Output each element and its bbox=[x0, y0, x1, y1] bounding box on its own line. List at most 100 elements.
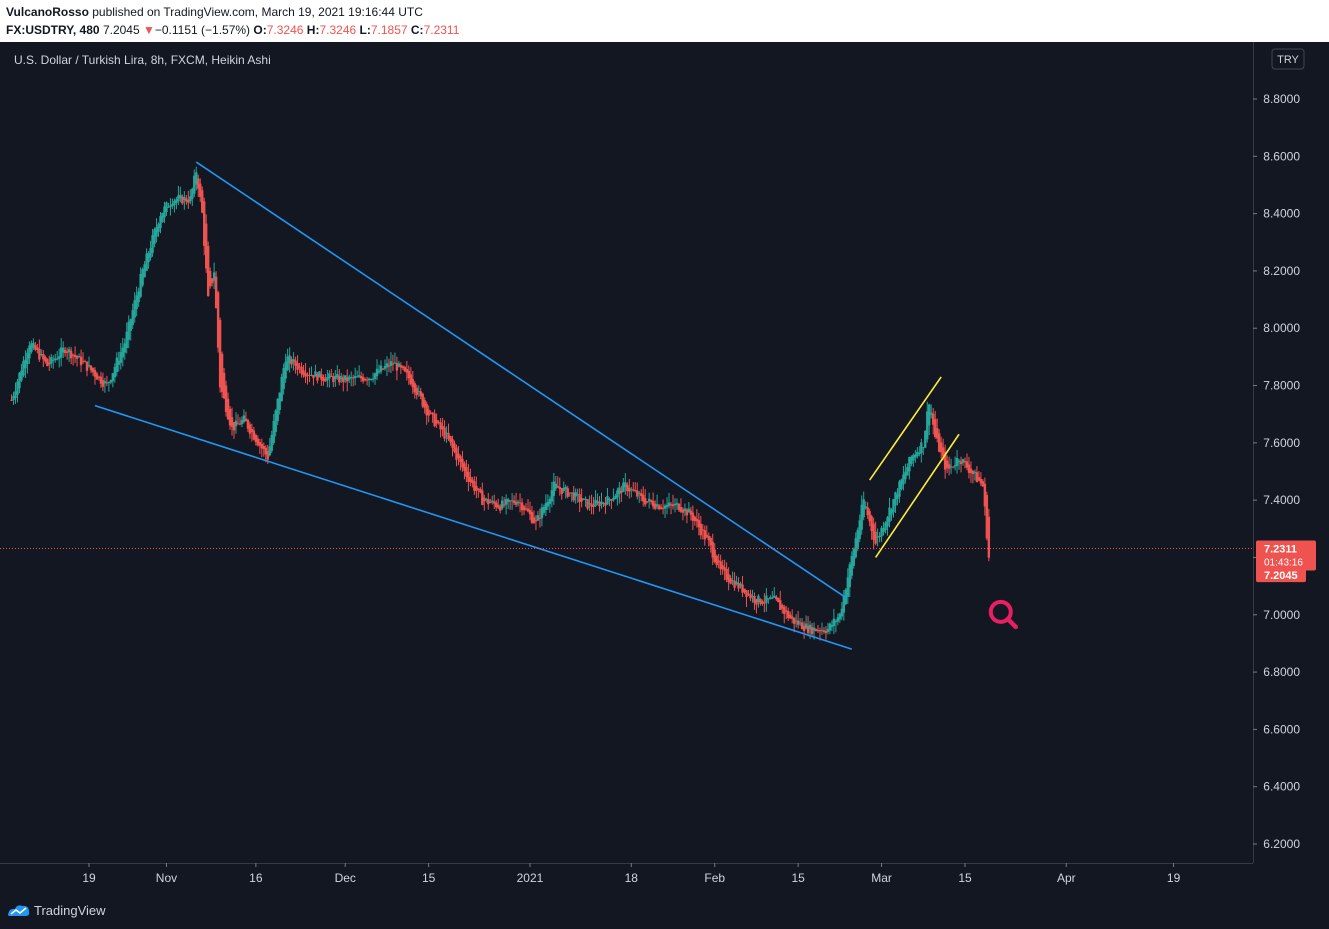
candle-body bbox=[759, 598, 762, 604]
candle-body bbox=[979, 478, 983, 484]
candle-body bbox=[822, 630, 826, 632]
candle-body bbox=[820, 629, 824, 631]
candle-body bbox=[691, 512, 695, 521]
candle-body bbox=[864, 506, 867, 509]
low-value: 7.1857 bbox=[370, 23, 408, 37]
candle-body bbox=[703, 530, 706, 540]
candle-body bbox=[423, 400, 426, 408]
candle-body bbox=[735, 581, 738, 585]
candle-body bbox=[71, 354, 75, 356]
candle-body bbox=[800, 622, 804, 630]
candle-body bbox=[407, 370, 411, 379]
candle-body bbox=[351, 377, 355, 379]
candle-body bbox=[570, 492, 573, 494]
candle-body bbox=[276, 398, 279, 422]
price-value: 7.2045 bbox=[102, 23, 140, 37]
last-price-badge bbox=[1256, 540, 1316, 571]
candle-body bbox=[185, 198, 188, 202]
candle-body bbox=[878, 535, 881, 538]
candle-body bbox=[491, 500, 494, 503]
candle-body bbox=[916, 451, 919, 457]
candle-body bbox=[713, 549, 716, 563]
price-axis[interactable]: 8.8000 8.6000 8.4000 8.2000 8.0000 7.8000 7.60… bbox=[1253, 92, 1316, 851]
candle-body bbox=[10, 399, 13, 401]
tradingview-brand[interactable]: TradingView bbox=[34, 903, 106, 918]
candle-body bbox=[256, 438, 260, 446]
candle-body bbox=[614, 495, 617, 500]
candle-body bbox=[105, 382, 109, 384]
candle-body bbox=[753, 595, 756, 603]
candle-body bbox=[608, 498, 611, 501]
time-tick-label: Nov bbox=[156, 871, 177, 885]
candle-body bbox=[610, 499, 613, 501]
candle-body bbox=[449, 436, 452, 443]
candle-body bbox=[818, 630, 822, 632]
publish-header: VulcanoRosso published on TradingView.co… bbox=[0, 0, 1329, 42]
candle-body bbox=[520, 502, 524, 511]
candle-body bbox=[399, 365, 403, 368]
candle-body bbox=[147, 252, 150, 263]
candle-body bbox=[741, 584, 744, 593]
time-axis[interactable]: 19 Nov 16 Dec 15 2021 18 Feb 15 Mar 15 Apr 19 bbox=[82, 863, 1181, 885]
candle-body bbox=[193, 175, 196, 194]
candle-body bbox=[403, 367, 407, 372]
magnifier-lens bbox=[988, 599, 1013, 624]
candle-body bbox=[705, 534, 708, 538]
candle-body bbox=[332, 376, 335, 383]
candle-body bbox=[453, 443, 456, 452]
candle-body bbox=[868, 511, 871, 522]
candle-body bbox=[177, 195, 180, 202]
candle-body bbox=[673, 503, 677, 506]
candle-body bbox=[111, 373, 115, 382]
candle-body bbox=[169, 205, 172, 208]
candle-body bbox=[34, 345, 37, 350]
chart-canvas[interactable]: 8.8000 8.6000 8.4000 8.2000 8.0000 7.8000 7.60… bbox=[0, 42, 1329, 893]
author-name[interactable]: VulcanoRosso bbox=[6, 5, 89, 19]
currency-badge[interactable] bbox=[1271, 48, 1305, 70]
tradingview-logo-icon[interactable] bbox=[7, 902, 31, 918]
candle-body bbox=[226, 398, 230, 420]
channel-line[interactable] bbox=[868, 376, 942, 481]
candle-body bbox=[419, 391, 422, 397]
candle-body bbox=[568, 492, 571, 494]
candle-body bbox=[828, 623, 832, 631]
time-tick-label: Dec bbox=[335, 871, 356, 885]
candle-body bbox=[685, 509, 689, 516]
candle-body bbox=[210, 278, 214, 284]
channel-line[interactable] bbox=[874, 433, 960, 558]
time-tick-label: 16 bbox=[249, 871, 263, 885]
candle-body bbox=[58, 356, 61, 359]
candle-body bbox=[153, 229, 156, 244]
candle-body bbox=[508, 500, 512, 502]
candle-body bbox=[89, 365, 93, 371]
candle-body bbox=[242, 415, 246, 423]
candle-body bbox=[101, 380, 105, 387]
trend-line[interactable] bbox=[94, 404, 853, 650]
trend-line[interactable] bbox=[195, 161, 847, 599]
candle-body bbox=[808, 624, 812, 630]
candle-body bbox=[199, 183, 202, 197]
candle-body bbox=[908, 456, 911, 472]
candle-body bbox=[119, 352, 122, 363]
candle-body bbox=[532, 517, 536, 523]
candle-body bbox=[179, 194, 182, 199]
candle-body bbox=[677, 503, 681, 511]
candle-body bbox=[95, 373, 99, 380]
candle-body bbox=[606, 496, 609, 505]
candle-body bbox=[473, 481, 476, 491]
candle-body bbox=[131, 310, 134, 326]
candle-body bbox=[767, 598, 770, 600]
candle-body bbox=[779, 600, 782, 610]
candle-body bbox=[395, 363, 399, 371]
candle-body bbox=[769, 597, 772, 599]
price-tick-label: 7.4000 bbox=[1263, 493, 1300, 507]
candle-body bbox=[135, 295, 138, 309]
candle-body bbox=[657, 505, 661, 510]
candle-body bbox=[928, 404, 931, 426]
candle-body bbox=[586, 499, 589, 509]
drawings-layer bbox=[0, 161, 1253, 650]
candle-body bbox=[932, 413, 935, 425]
close-label: C: bbox=[410, 23, 424, 37]
candle-body bbox=[258, 442, 262, 446]
candle-body bbox=[228, 408, 232, 426]
